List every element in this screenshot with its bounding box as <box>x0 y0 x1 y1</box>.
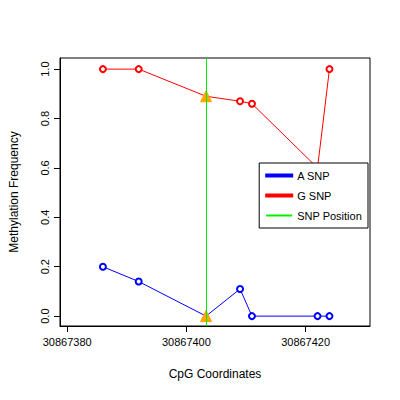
svg-text:CpG Coordinates: CpG Coordinates <box>169 367 262 381</box>
svg-text:0.2: 0.2 <box>39 259 51 274</box>
svg-text:30867400: 30867400 <box>162 336 211 348</box>
svg-text:1.0: 1.0 <box>39 61 51 76</box>
svg-text:G SNP: G SNP <box>297 190 331 202</box>
svg-text:Methylation Frequency: Methylation Frequency <box>7 131 21 252</box>
svg-text:30867420: 30867420 <box>281 336 330 348</box>
svg-text:0.6: 0.6 <box>39 160 51 175</box>
svg-text:0.8: 0.8 <box>39 111 51 126</box>
svg-text:0.0: 0.0 <box>39 308 51 323</box>
svg-text:A SNP: A SNP <box>297 170 329 182</box>
svg-text:SNP Position: SNP Position <box>297 210 362 222</box>
svg-text:30867380: 30867380 <box>43 336 92 348</box>
svg-text:0.4: 0.4 <box>39 210 51 225</box>
